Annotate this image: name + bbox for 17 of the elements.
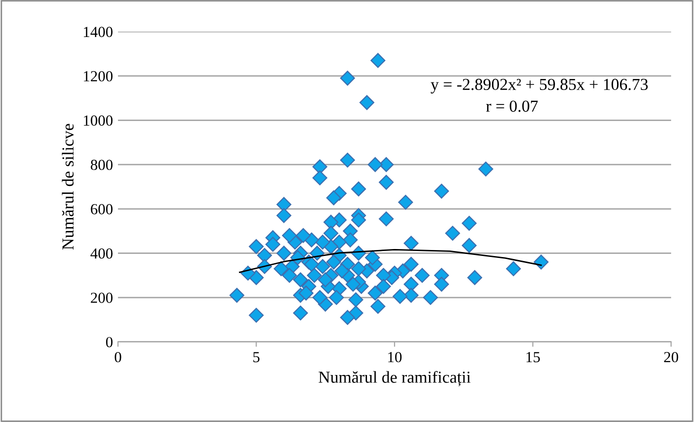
- x-tick-label: 5: [253, 352, 260, 362]
- y-tick-label: 1400: [84, 26, 113, 38]
- y-tick-label: 1000: [84, 115, 113, 126]
- x-tick-label: 10: [388, 352, 402, 362]
- x-axis-title: Numărul de ramificații: [318, 370, 471, 386]
- y-tick-label: 0: [106, 336, 113, 348]
- x-tick-label: 15: [526, 352, 540, 362]
- annotation: y = -2.8902x² + 59.85x + 106.73: [430, 78, 648, 94]
- annotation: r = 0.07: [486, 100, 538, 112]
- y-axis-title: Numărul de silicve: [62, 124, 74, 250]
- x-tick-label: 0: [114, 352, 122, 362]
- y-tick-label: 200: [90, 292, 113, 303]
- y-tick-label: 400: [90, 248, 113, 259]
- x-tick-label: 20: [664, 352, 678, 362]
- y-tick-label: 1200: [84, 71, 113, 82]
- y-tick-label: 800: [90, 160, 113, 170]
- y-tick-label: 600: [90, 204, 113, 214]
